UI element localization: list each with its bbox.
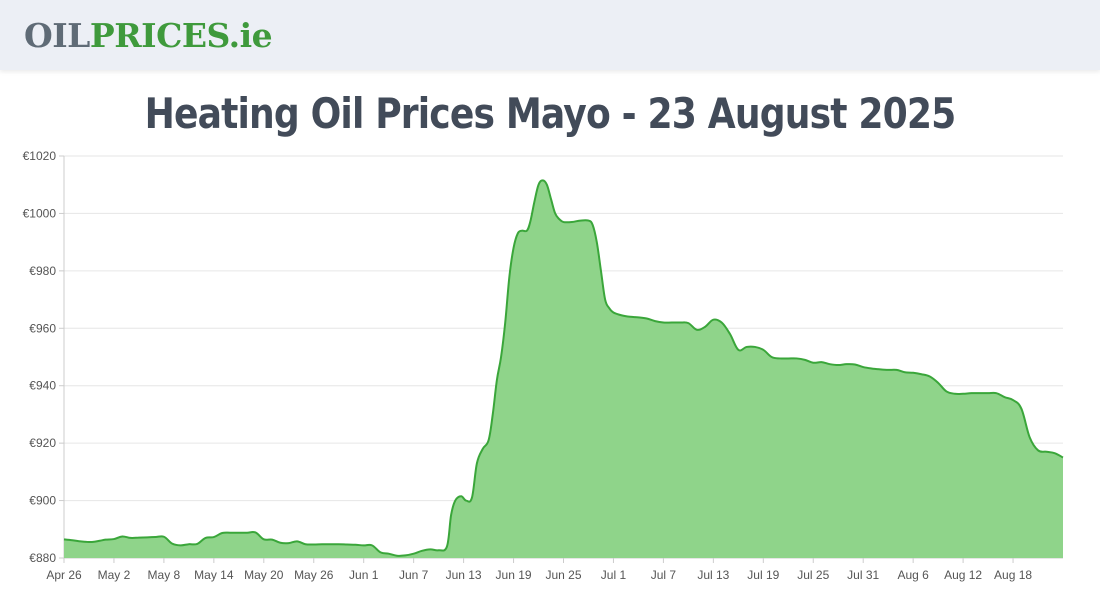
y-tick-label: €940 [29,379,56,393]
x-tick-label: May 2 [98,568,131,582]
y-tick-label: €920 [29,436,56,450]
x-tick-label: Jun 7 [399,568,429,582]
site-logo[interactable]: OILPRICES.ie [24,14,273,58]
x-tick-label: Jul 13 [697,568,729,582]
y-tick-label: €980 [29,264,56,278]
y-tick-label: €880 [29,551,56,565]
x-tick-label: Jul 7 [651,568,677,582]
x-tick-label: Jul 19 [747,568,779,582]
x-tick-label: May 14 [194,568,234,582]
y-tick-label: €1000 [23,206,57,220]
x-tick-label: Jun 25 [545,568,581,582]
y-tick-label: €1020 [23,149,57,163]
logo-text-domain: .ie [228,16,273,55]
y-axis: €880 €900 €920 €940 €960 €980 €1000 €1020 [23,149,65,565]
y-tick-label: €960 [29,321,56,335]
x-tick-label: May 8 [148,568,181,582]
x-tick-label: Jun 13 [446,568,482,582]
logo-text-prices: PRICES [89,16,229,55]
x-tick-label: May 26 [294,568,334,582]
x-tick-label: Jul 31 [847,568,879,582]
x-tick-label: Aug 18 [994,568,1032,582]
x-axis: Apr 26 May 2 May 8 May 14 May 20 May 26 Jun 1 J… [46,557,1063,582]
page-title: Heating Oil Prices Mayo - 23 August 2025 [144,89,957,138]
x-tick-label: Jul 25 [797,568,829,582]
price-line [63,179,1064,557]
x-tick-label: Aug 6 [897,568,929,582]
price-area [64,180,1063,558]
logo-text-oil: OIL [24,16,90,55]
x-tick-label: Aug 12 [944,568,982,582]
x-tick-label: May 20 [244,568,284,582]
x-tick-label: Jun 1 [349,568,379,582]
site-header: OILPRICES.ie [0,0,1100,70]
x-tick-label: Apr 26 [46,568,82,582]
x-tick-label: Jun 19 [496,568,532,582]
x-tick-label: Jul 1 [601,568,627,582]
y-tick-label: €900 [29,494,56,508]
